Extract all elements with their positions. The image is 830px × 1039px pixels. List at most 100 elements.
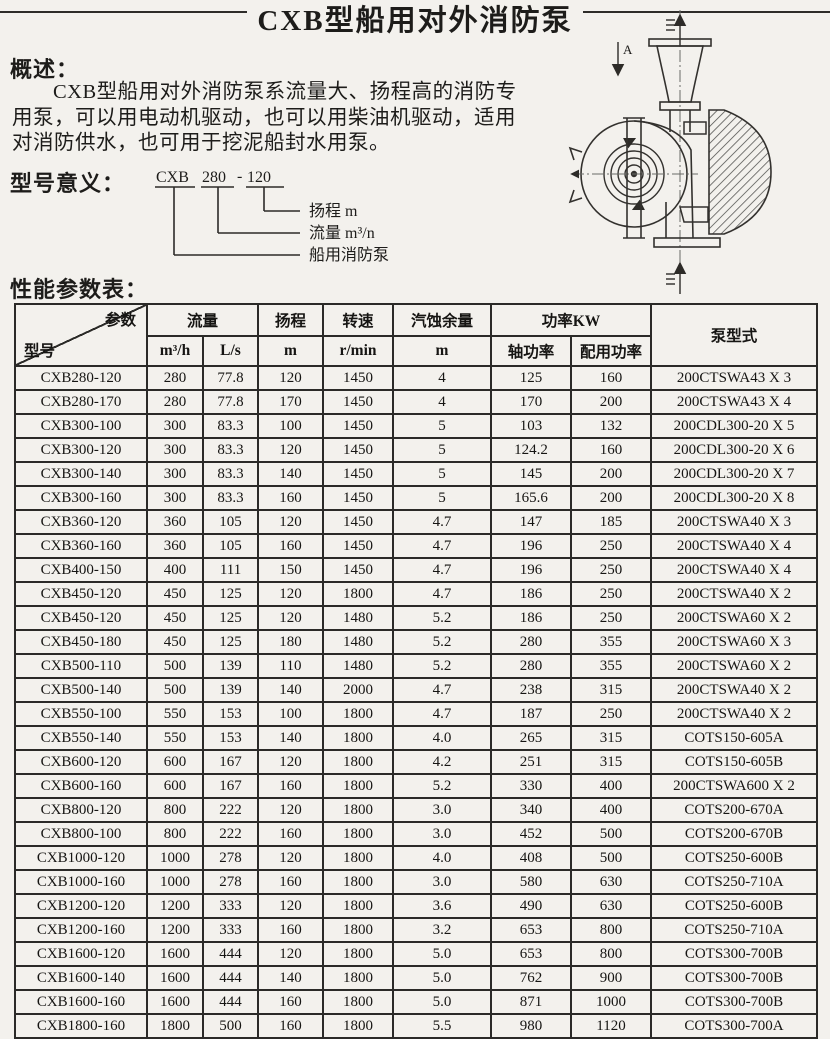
pump-type-cell: 200CTSWA60 X 3 — [650, 629, 819, 655]
value-cell: 125 — [201, 581, 260, 607]
value-cell: 1000 — [570, 989, 653, 1015]
value-cell: 1800 — [322, 749, 395, 775]
value-cell: 1450 — [322, 389, 395, 415]
value-cell: 124.2 — [490, 437, 573, 463]
value-cell: 1800 — [322, 797, 395, 823]
discharge-funnel — [648, 38, 712, 132]
value-cell: 333 — [201, 917, 260, 943]
model-code-head: 120 — [247, 169, 271, 186]
flow-direction-marker-bottom — [666, 261, 687, 294]
value-cell: 550 — [146, 701, 204, 727]
value-cell: 5 — [392, 461, 493, 487]
value-cell: 360 — [146, 509, 204, 535]
value-cell: 5.2 — [392, 629, 493, 655]
value-cell: 1800 — [322, 845, 395, 871]
value-cell: 653 — [490, 941, 573, 967]
model-cell: CXB1200-120 — [14, 893, 148, 919]
value-cell: 1800 — [322, 989, 395, 1015]
model-cell: CXB1000-120 — [14, 845, 148, 871]
pump-type-cell: COTS250-710A — [650, 917, 819, 943]
value-cell: 187 — [490, 701, 573, 727]
value-cell: 4.7 — [392, 533, 493, 559]
connection-tabs — [679, 121, 709, 223]
header-npsh-unit: m — [392, 335, 493, 367]
value-cell: 200 — [570, 485, 653, 511]
value-cell: 3.0 — [392, 821, 493, 847]
model-cell: CXB550-140 — [14, 725, 148, 751]
model-code-flow: 280 — [202, 169, 226, 186]
model-cell: CXB800-120 — [14, 797, 148, 823]
value-cell: 120 — [257, 797, 325, 823]
table-row: CXB500-140 500 139 140 2000 4.7 238 315 200CTSWA… — [14, 677, 819, 703]
value-cell: 1800 — [322, 869, 395, 895]
value-cell: 1480 — [322, 653, 395, 679]
value-cell: 4.0 — [392, 845, 493, 871]
value-cell: 77.8 — [201, 365, 260, 391]
value-cell: 167 — [201, 773, 260, 799]
value-cell: 185 — [570, 509, 653, 535]
value-cell: 111 — [201, 557, 260, 583]
value-cell: 196 — [490, 557, 573, 583]
value-cell: 186 — [490, 581, 573, 607]
value-cell: 83.3 — [201, 413, 260, 439]
value-cell: 160 — [257, 485, 325, 511]
pump-type-cell: COTS150-605A — [650, 725, 819, 751]
model-cell: CXB300-120 — [14, 437, 148, 463]
corner-label-parameter: 参数 — [104, 312, 136, 329]
value-cell: 5 — [392, 437, 493, 463]
bottom-flange — [653, 237, 721, 248]
value-cell: 165.6 — [490, 485, 573, 511]
value-cell: 1450 — [322, 509, 395, 535]
value-cell: 180 — [257, 629, 325, 655]
pump-type-cell: COTS150-605B — [650, 749, 819, 775]
value-cell: 980 — [490, 1013, 573, 1039]
value-cell: 5.2 — [392, 653, 493, 679]
value-cell: 4.7 — [392, 557, 493, 583]
header-npsh: 汽蚀余量 — [392, 303, 493, 337]
model-cell: CXB1600-140 — [14, 965, 148, 991]
model-cell: CXB1600-160 — [14, 989, 148, 1015]
table-row: CXB500-110 500 139 110 1480 5.2 280 355 200CTSWA… — [14, 653, 819, 679]
model-cell: CXB360-120 — [14, 509, 148, 535]
value-cell: 153 — [201, 725, 260, 751]
value-cell: 170 — [257, 389, 325, 415]
pump-type-cell: 200CDL300-20 X 7 — [650, 461, 819, 487]
value-cell: 160 — [257, 869, 325, 895]
table-row: CXB280-120 280 77.8 120 1450 4 125 160 200CTSWA4… — [14, 365, 819, 391]
value-cell: 1600 — [146, 965, 204, 991]
value-cell: 1800 — [322, 1013, 395, 1039]
value-cell: 450 — [146, 581, 204, 607]
table-row: CXB280-170 280 77.8 170 1450 4 170 200 200CTSWA4… — [14, 389, 819, 415]
value-cell: 500 — [146, 677, 204, 703]
value-cell: 400 — [570, 773, 653, 799]
value-cell: 265 — [490, 725, 573, 751]
value-cell: 1200 — [146, 893, 204, 919]
value-cell: 4 — [392, 365, 493, 391]
value-cell: 340 — [490, 797, 573, 823]
performance-table-wrap: 参数 型号 流量 扬程 转速 汽蚀余量 功率KW 泵型式 m³/h L/s m … — [14, 303, 819, 1039]
model-cell: CXB280-120 — [14, 365, 148, 391]
value-cell: 444 — [201, 989, 260, 1015]
value-cell: 77.8 — [201, 389, 260, 415]
label-flow-m3n: 流量 m³/n — [309, 224, 375, 242]
table-row: CXB1200-160 1200 333 160 1800 3.2 653 800 COTS25… — [14, 917, 819, 943]
value-cell: 170 — [490, 389, 573, 415]
value-cell: 280 — [490, 653, 573, 679]
value-cell: 450 — [146, 605, 204, 631]
pump-type-cell: COTS250-710A — [650, 869, 819, 895]
pump-type-cell: 200CTSWA40 X 3 — [650, 509, 819, 535]
value-cell: 3.0 — [392, 869, 493, 895]
pump-type-cell: COTS250-600B — [650, 845, 819, 871]
value-cell: 160 — [257, 533, 325, 559]
value-cell: 110 — [257, 653, 325, 679]
volute-casing — [568, 120, 694, 239]
header-power-shaft: 轴功率 — [490, 335, 573, 367]
value-cell: 160 — [257, 821, 325, 847]
value-cell: 444 — [201, 965, 260, 991]
value-cell: 800 — [570, 941, 653, 967]
header-power: 功率KW — [490, 303, 653, 337]
value-cell: 250 — [570, 581, 653, 607]
pump-type-cell: 200CTSWA40 X 4 — [650, 533, 819, 559]
value-cell: 120 — [257, 893, 325, 919]
table-row: CXB360-120 360 105 120 1450 4.7 147 185 200CTSWA… — [14, 509, 819, 535]
